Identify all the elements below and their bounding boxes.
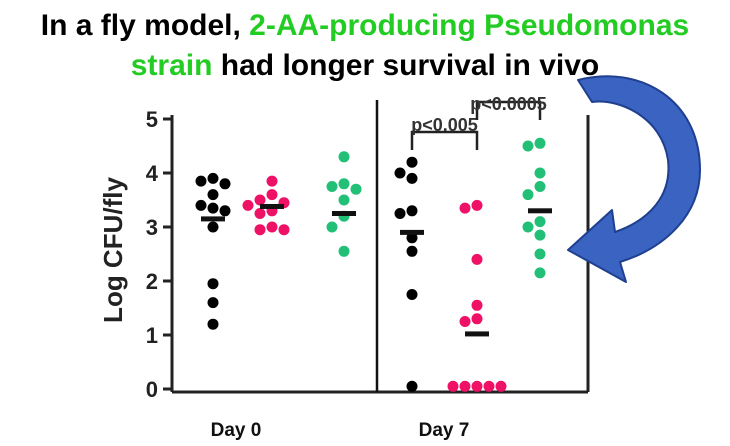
y-tick-label: 5 (146, 107, 158, 132)
headline-line-2: strain had longer survival in vivo (0, 46, 730, 86)
data-point (406, 172, 418, 184)
data-point (406, 289, 418, 300)
y-tick-label: 3 (146, 215, 158, 240)
y-tick-label: 0 (146, 377, 158, 402)
median-bar (528, 208, 552, 214)
data-point (207, 189, 219, 201)
data-point (406, 232, 418, 244)
data-point (534, 267, 546, 279)
data-point (338, 178, 350, 190)
median-bar (201, 216, 225, 222)
median-bar (332, 211, 356, 216)
data-point (447, 380, 459, 392)
data-point (266, 221, 278, 233)
data-point (219, 178, 231, 190)
data-point (459, 316, 471, 327)
data-point (522, 189, 534, 201)
headline-highlight-2: strain (130, 49, 213, 82)
data-point (207, 221, 219, 233)
data-point (266, 189, 278, 201)
p-value-label: p<0.0005 (470, 94, 547, 114)
data-point (195, 175, 207, 187)
data-point (471, 380, 483, 392)
data-point (207, 278, 219, 290)
data-point (394, 208, 406, 219)
data-point (219, 205, 231, 217)
data-point (495, 380, 507, 392)
data-point (534, 137, 546, 149)
p-value-bracket (475, 100, 542, 120)
data-point (207, 172, 219, 184)
data-point (326, 181, 338, 192)
data-point (207, 318, 219, 330)
data-point (534, 229, 546, 241)
data-point (471, 199, 483, 211)
p-value-label: p<0.005 (411, 115, 478, 135)
data-point (483, 380, 495, 392)
curved-arrow-icon (567, 75, 701, 283)
group-label: Day 0 (211, 420, 262, 441)
axes: 0 1 2 3 4 5 Log CFU/fly Day 0 Day 7 (98, 100, 590, 441)
data-point (195, 199, 207, 211)
data-point (522, 221, 534, 233)
data-point (278, 224, 290, 236)
data-point (350, 183, 362, 195)
data-point (471, 299, 483, 311)
group-label: Day 7 (419, 420, 470, 441)
data-point (459, 380, 471, 392)
p-value-bracket (410, 130, 479, 150)
median-bar (400, 229, 424, 235)
data-point (207, 297, 219, 309)
data-point (406, 245, 418, 257)
y-axis-title: Log CFU/fly (98, 177, 128, 323)
data-point (534, 167, 546, 179)
data-point (266, 175, 278, 187)
data-point (471, 253, 483, 265)
data-point (254, 194, 266, 206)
data-point (254, 224, 266, 236)
curved-arrow-shape (567, 75, 701, 283)
data-point (534, 181, 546, 192)
data-point (326, 221, 338, 233)
data-point (207, 202, 219, 214)
median-bar (465, 331, 489, 337)
data-point (534, 248, 546, 260)
data-point (522, 140, 534, 152)
headline-highlight-1: 2-AA-producing Pseudomonas (249, 9, 690, 42)
headline-text-2: had longer survival in vivo (212, 49, 600, 82)
data-point (406, 156, 418, 168)
data-point (338, 151, 350, 163)
y-tick-label: 2 (146, 269, 158, 294)
y-tick-label: 1 (146, 323, 158, 348)
headline-line-1: In a fly model, 2-AA-producing Pseudomon… (0, 6, 730, 46)
data-point (471, 313, 483, 325)
data-point (534, 216, 546, 228)
data-marks (195, 137, 552, 392)
data-point (338, 194, 350, 206)
median-bar (260, 203, 284, 209)
data-point (406, 380, 418, 392)
data-point (459, 202, 471, 214)
data-point (406, 205, 418, 217)
y-tick-label: 4 (146, 161, 159, 186)
data-point (394, 167, 406, 179)
headline-text-1: In a fly model, (40, 9, 250, 42)
data-point (242, 199, 254, 211)
data-point (338, 245, 350, 257)
headline: In a fly model, 2-AA-producing Pseudomon… (0, 6, 730, 86)
data-point (254, 208, 266, 219)
